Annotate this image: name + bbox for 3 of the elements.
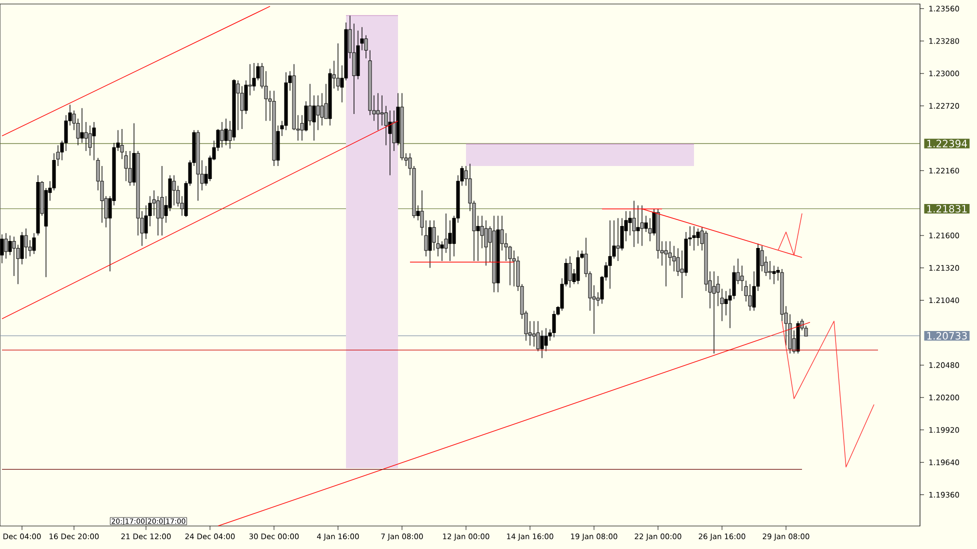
ref-line-label: 1.22394 [927,140,967,148]
ref-line-label: 1.20733 [927,332,967,340]
ref-line-label: 1.21831 [927,204,967,213]
